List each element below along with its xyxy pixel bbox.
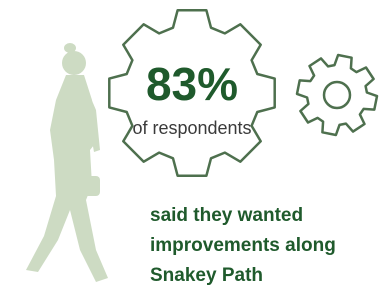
page: 83% of respondents said they wanted impr… bbox=[0, 0, 385, 295]
caption-line: Snakey Path bbox=[150, 265, 263, 286]
caption-line: improvements along bbox=[150, 235, 336, 256]
gear bbox=[297, 55, 377, 135]
stat-value: 83% bbox=[146, 58, 238, 110]
stat-label: of respondents bbox=[132, 118, 251, 138]
caption-line: said they wanted bbox=[150, 205, 303, 226]
infographic: 83% of respondents said they wanted impr… bbox=[0, 0, 385, 295]
walking-figure bbox=[26, 43, 108, 282]
